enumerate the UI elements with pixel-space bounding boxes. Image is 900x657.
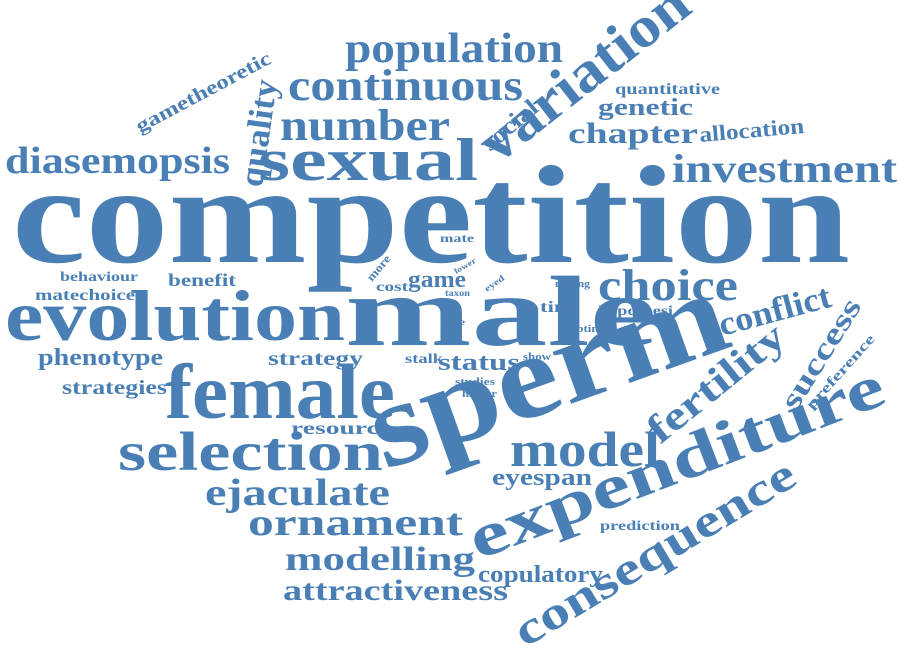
word: eyespan xyxy=(492,465,592,491)
word: continuous xyxy=(288,61,523,110)
word: optimal xyxy=(570,324,612,335)
word: resource xyxy=(291,418,391,438)
word: cost xyxy=(376,280,408,295)
word: size xyxy=(447,317,465,327)
word: strategies xyxy=(62,377,167,399)
word: stalk xyxy=(405,352,443,367)
word: prediction xyxy=(600,519,680,534)
word: show xyxy=(523,352,552,363)
word: behaviour xyxy=(60,270,138,285)
word: ornament xyxy=(248,502,463,544)
word: game xyxy=(408,267,466,293)
word: studies xyxy=(455,376,496,388)
word: model xyxy=(510,421,660,477)
word: sexual xyxy=(258,127,478,193)
word: selection xyxy=(118,421,383,482)
word: mate xyxy=(440,231,475,245)
word: phenotype xyxy=(38,345,163,371)
word: hypothesi xyxy=(598,304,673,319)
word: mating xyxy=(555,279,590,290)
word: benefit xyxy=(168,270,236,290)
word: chapter xyxy=(568,117,698,150)
word: diasemopsis xyxy=(5,140,230,182)
word: number xyxy=(280,101,450,150)
word: population xyxy=(345,26,563,72)
word: status xyxy=(438,350,520,376)
word: ejaculate xyxy=(205,472,390,514)
word: evolution xyxy=(5,276,345,356)
word: copulatory xyxy=(478,562,603,588)
word: quantitative xyxy=(615,81,720,98)
word: genetic xyxy=(598,95,693,121)
word: higher xyxy=(462,389,498,400)
word: attractiveness xyxy=(283,574,508,607)
word: tiny xyxy=(540,299,578,316)
word: choice xyxy=(598,261,738,310)
word: investment xyxy=(672,146,898,191)
word: male xyxy=(345,256,657,367)
word: strategy xyxy=(268,348,363,370)
word: female xyxy=(165,348,395,435)
word: matechoice xyxy=(35,287,135,304)
word: modelling xyxy=(285,541,475,578)
word: taxon xyxy=(445,288,470,298)
word: competition xyxy=(12,138,850,293)
